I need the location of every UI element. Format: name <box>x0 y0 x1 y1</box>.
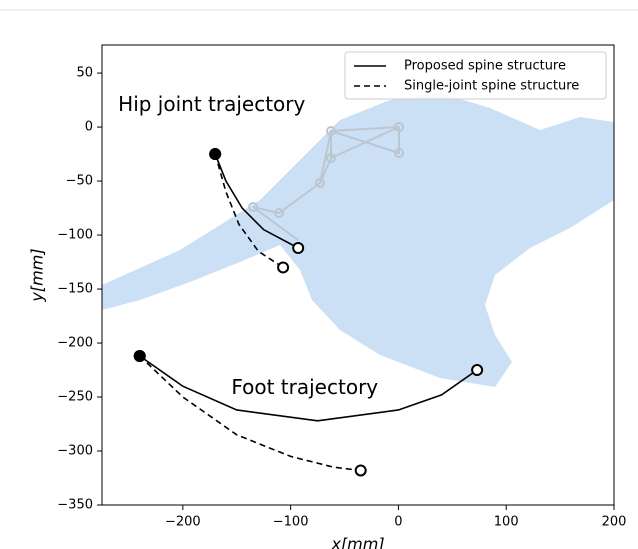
x-tick-label: −100 <box>273 515 309 530</box>
legend-label: Proposed spine structure <box>404 59 566 74</box>
x-tick-label: 0 <box>394 515 402 530</box>
end-marker <box>293 243 303 253</box>
y-tick-label: 50 <box>76 66 93 81</box>
y-tick-label: −350 <box>57 498 93 513</box>
y-tick-label: −50 <box>66 174 93 189</box>
annotation: Hip joint trajectory <box>118 92 305 116</box>
end-marker <box>278 262 288 272</box>
y-axis-label: y[mm] <box>28 248 47 302</box>
trajectory-line <box>140 356 361 470</box>
end-marker <box>356 465 366 475</box>
y-tick-label: −150 <box>57 282 93 297</box>
chart: x[mm] y[mm] −200 −100 0 100 200 50 0 −50 −100 −15… <box>0 0 638 549</box>
x-tick-label: 100 <box>494 515 519 530</box>
x-tick-label: 200 <box>602 515 627 530</box>
x-tick-label: −200 <box>165 515 201 530</box>
legend-label: Single-joint spine structure <box>404 79 579 94</box>
x-axis-label: x[mm] <box>330 535 384 549</box>
y-tick-label: −250 <box>57 390 93 405</box>
start-marker <box>135 351 145 361</box>
y-tick-label: −200 <box>57 336 93 351</box>
y-tick-label: −100 <box>57 228 93 243</box>
start-marker <box>210 149 220 159</box>
silhouette <box>102 93 614 387</box>
annotation: Foot trajectory <box>231 375 378 399</box>
end-marker <box>472 365 482 375</box>
y-tick-label: 0 <box>85 120 93 135</box>
y-tick-label: −300 <box>57 444 93 459</box>
